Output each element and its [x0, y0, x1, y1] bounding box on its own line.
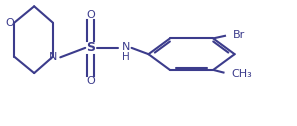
Text: H: H [122, 52, 129, 62]
Text: N: N [49, 52, 57, 62]
Text: O: O [5, 18, 14, 28]
Text: S: S [86, 41, 95, 54]
Text: CH₃: CH₃ [231, 69, 252, 79]
Text: O: O [86, 76, 95, 86]
Text: Br: Br [233, 30, 245, 40]
Text: O: O [86, 10, 95, 20]
Text: N: N [121, 42, 130, 52]
